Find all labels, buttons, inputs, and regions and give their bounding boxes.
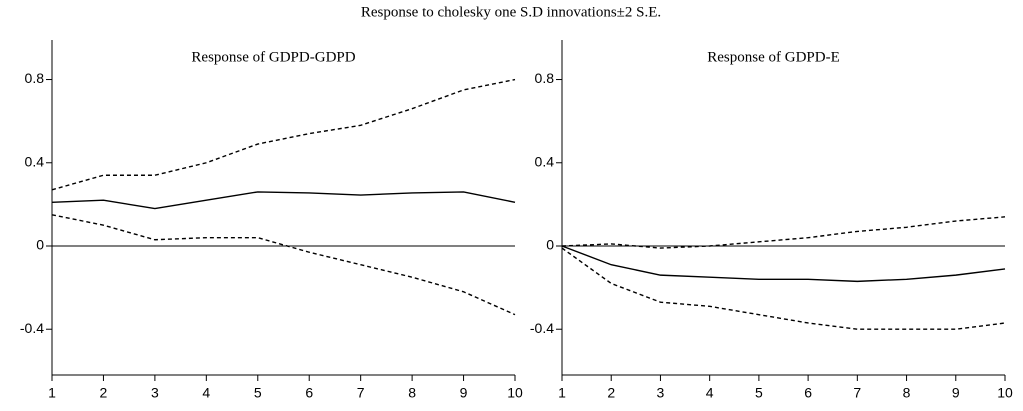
y-tick-label: 0.4	[535, 153, 555, 169]
chart-title: Response to cholesky one S.D innovations…	[361, 4, 661, 20]
response-line	[561, 245, 1006, 283]
x-tick-label: 5	[254, 385, 262, 401]
x-tick-label: 9	[952, 385, 960, 401]
y-tick-label: 0	[546, 237, 554, 253]
x-tick-label: 7	[853, 385, 861, 401]
x-tick-label: 10	[997, 385, 1013, 401]
y-tick-label: 0.8	[535, 70, 555, 86]
y-tick-label: -0.4	[530, 320, 554, 336]
x-tick-label: 6	[804, 385, 812, 401]
x-tick-label: 2	[100, 385, 108, 401]
panel-title: Response of GDPD-E	[707, 49, 840, 65]
x-tick-label: 2	[607, 385, 615, 401]
x-tick-label: 4	[202, 385, 210, 401]
panel-title: Response of GDPD-GDPD	[191, 49, 355, 65]
x-tick-label: 5	[755, 385, 763, 401]
y-tick-label: 0	[36, 237, 44, 253]
x-tick-label: 8	[903, 385, 911, 401]
x-tick-label: 10	[507, 385, 523, 401]
band-line	[51, 214, 516, 316]
y-tick-label: -0.4	[20, 320, 44, 336]
x-tick-label: 3	[657, 385, 665, 401]
y-tick-label: 0.8	[25, 70, 45, 86]
band-line	[51, 78, 516, 191]
x-tick-label: 3	[151, 385, 159, 401]
x-tick-label: 1	[558, 385, 566, 401]
x-tick-label: 4	[706, 385, 714, 401]
x-tick-label: 8	[408, 385, 416, 401]
band-line	[561, 247, 1006, 330]
x-tick-label: 9	[460, 385, 468, 401]
y-tick-label: 0.4	[25, 153, 45, 169]
response-line	[51, 191, 516, 210]
x-tick-label: 1	[48, 385, 56, 401]
band-line	[561, 216, 1006, 249]
x-tick-label: 6	[305, 385, 313, 401]
x-tick-label: 7	[357, 385, 365, 401]
